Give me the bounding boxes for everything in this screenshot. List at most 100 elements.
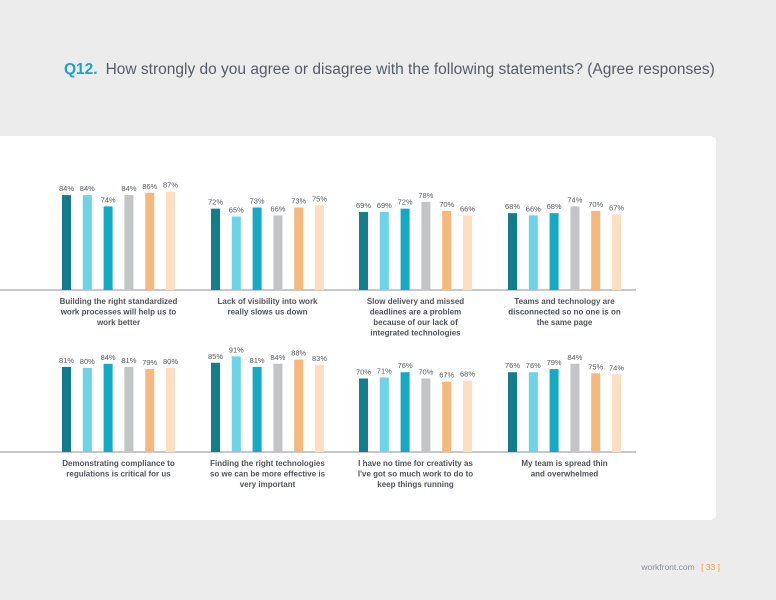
- bar: [62, 195, 71, 290]
- bar: [442, 381, 452, 452]
- bar: [315, 364, 324, 452]
- bar: [211, 208, 220, 290]
- bar: [252, 207, 262, 290]
- bar: [273, 363, 283, 452]
- data-label: 70%: [588, 200, 603, 209]
- bar-chart: 84% 84% 74% 84% 86% 87% Building the right sta…: [0, 181, 636, 489]
- data-label: 87%: [163, 181, 178, 190]
- category-label: regulations is critical for us: [66, 470, 171, 479]
- data-label: 84%: [270, 353, 285, 362]
- bar: [62, 366, 71, 452]
- data-label: 91%: [229, 345, 244, 354]
- data-label: 73%: [250, 197, 265, 206]
- bar: [421, 201, 431, 290]
- bar: [359, 378, 368, 452]
- data-label: 71%: [377, 366, 392, 375]
- data-label: 68%: [547, 202, 562, 211]
- data-label: 80%: [80, 357, 95, 366]
- bar: [124, 366, 134, 452]
- bar: [166, 191, 175, 290]
- data-label: 84%: [121, 184, 136, 193]
- chart-panel: 84% 84% 74% 84% 86% 87% Building the right sta…: [0, 136, 716, 520]
- data-label: 74%: [101, 195, 116, 204]
- data-label: 74%: [609, 363, 624, 372]
- bar: [508, 213, 517, 290]
- data-label: 86%: [142, 182, 157, 191]
- data-label: 72%: [398, 198, 413, 207]
- data-label: 73%: [291, 197, 306, 206]
- bar: [528, 215, 538, 290]
- data-label: 76%: [526, 361, 541, 370]
- category-label: really slows us down: [227, 308, 307, 317]
- category-label: work better: [96, 318, 140, 327]
- data-label: 65%: [229, 206, 244, 215]
- question-header: Q12. How strongly do you agree or disagre…: [64, 61, 715, 79]
- data-label: 79%: [142, 358, 157, 367]
- bar: [612, 374, 621, 452]
- bar: [612, 214, 621, 290]
- bar: [231, 216, 241, 290]
- data-label: 75%: [588, 362, 603, 371]
- bar: [145, 369, 155, 452]
- data-label: 67%: [439, 371, 454, 380]
- data-label: 81%: [121, 356, 136, 365]
- bar: [103, 363, 113, 452]
- data-label: 67%: [609, 203, 624, 212]
- question-text: How strongly do you agree or disagree wi…: [105, 61, 715, 78]
- bar: [421, 378, 431, 452]
- data-label: 66%: [526, 204, 541, 213]
- bar: [82, 195, 92, 290]
- data-label: 84%: [567, 353, 582, 362]
- page-number: [ 33 ]: [701, 562, 720, 572]
- bar: [166, 368, 175, 452]
- data-label: 79%: [547, 358, 562, 367]
- data-label: 80%: [163, 357, 178, 366]
- data-label: 68%: [460, 370, 475, 379]
- data-label: 72%: [208, 198, 223, 207]
- category-label: My team is spread thin: [521, 459, 607, 468]
- question-number: Q12.: [64, 61, 98, 78]
- bar: [508, 372, 517, 452]
- category-label: Finding the right technologies: [210, 459, 325, 468]
- data-label: 69%: [377, 201, 392, 210]
- category-label: I've got so much work to do to: [358, 470, 473, 479]
- bar: [294, 359, 304, 452]
- category-label: Slow delivery and missed: [367, 297, 464, 306]
- bar: [82, 368, 92, 452]
- data-label: 84%: [80, 184, 95, 193]
- bar: [400, 372, 410, 452]
- bar: [231, 356, 241, 452]
- category-label: very important: [240, 480, 296, 489]
- bar: [400, 208, 410, 290]
- category-label: work processes will help us to: [60, 308, 177, 317]
- bar: [463, 215, 472, 290]
- data-label: 70%: [356, 368, 371, 377]
- data-label: 70%: [418, 368, 433, 377]
- data-label: 70%: [439, 200, 454, 209]
- bar: [463, 380, 472, 452]
- category-label: Building the right standardized: [60, 297, 178, 306]
- data-label: 76%: [398, 361, 413, 370]
- category-label: keep things running: [377, 480, 454, 489]
- page-footer: workfront.com [ 33 ]: [641, 562, 720, 572]
- data-label: 76%: [505, 361, 520, 370]
- category-label: Teams and technology are: [514, 297, 615, 306]
- data-label: 74%: [567, 195, 582, 204]
- footer-site: workfront.com: [641, 562, 695, 572]
- bar: [252, 366, 262, 452]
- bar: [145, 192, 155, 290]
- data-label: 83%: [312, 354, 327, 363]
- bar: [294, 207, 304, 290]
- data-label: 66%: [460, 204, 475, 213]
- data-label: 66%: [270, 204, 285, 213]
- category-label: and overwhelmed: [531, 470, 599, 479]
- data-label: 75%: [312, 194, 327, 203]
- category-label: disconnected so no one is on: [508, 308, 621, 317]
- data-label: 84%: [59, 184, 74, 193]
- category-label: the same page: [537, 318, 593, 327]
- bar: [549, 369, 559, 452]
- data-label: 78%: [418, 191, 433, 200]
- data-label: 68%: [505, 202, 520, 211]
- data-label: 85%: [208, 352, 223, 361]
- data-label: 81%: [250, 356, 265, 365]
